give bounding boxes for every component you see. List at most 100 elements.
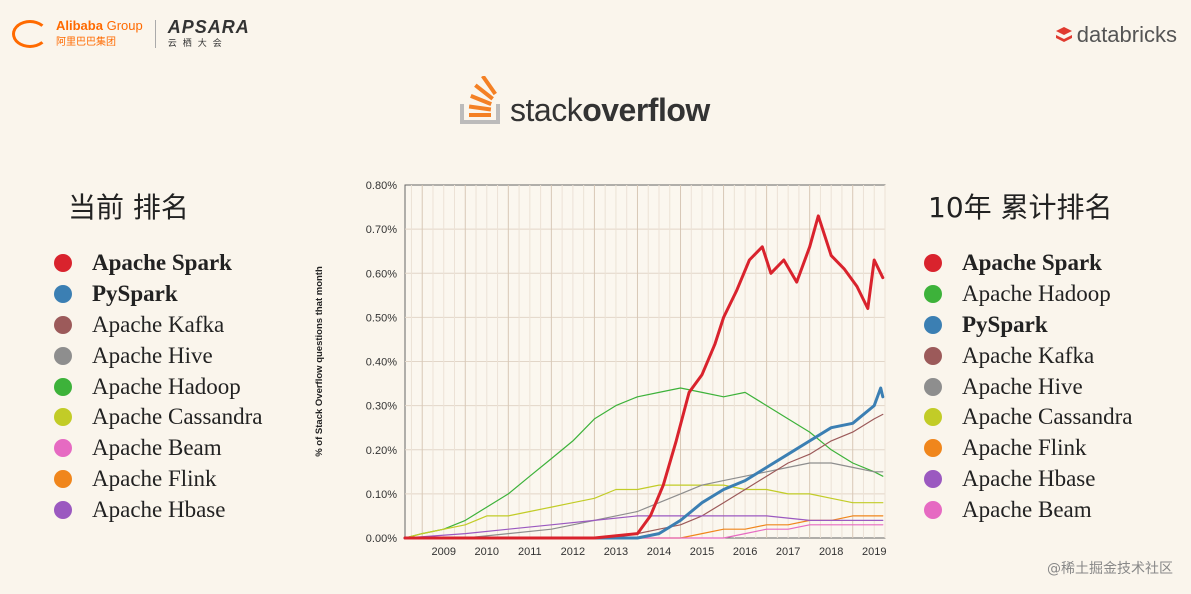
x-tick-label: 2011 [518,546,542,558]
legend-label: Apache Cassandra [962,404,1133,430]
series-line [404,484,884,539]
databricks-logo: databricks [1055,22,1177,48]
y-axis-label: % of Stack Overflow questions that month [314,266,325,457]
legend-dot-icon [54,254,72,273]
legend-item: Apache Kafka [924,340,1133,371]
legend-dot-icon [54,469,72,488]
legend-dot-icon [54,408,72,427]
y-tick-label: 0.00% [366,533,397,545]
legend-item: Apache Cassandra [54,402,263,433]
right-legend: Apache Spark Apache Hadoop PySpark Apach… [924,248,1133,525]
databricks-icon [1055,26,1073,44]
legend-item: Apache Hbase [924,464,1133,495]
y-tick-label: 0.40% [366,357,397,369]
legend-label: Apache Beam [962,496,1092,522]
stackoverflow-icon [460,74,504,129]
legend-item: Apache Hbase [54,494,263,525]
y-tick-label: 0.80% [366,180,397,192]
logo-divider [154,19,156,48]
legend-label: Apache Hbase [92,496,226,522]
legend-item: Apache Cassandra [924,402,1133,433]
legend-item: PySpark [924,310,1133,341]
stack-text: stack [510,92,583,128]
legend-dot-icon [924,469,942,488]
series-line [404,462,884,539]
y-tick-label: 0.70% [366,224,397,236]
legend-dot-icon [924,346,942,365]
legend-dot-icon [924,285,942,304]
legend-dot-icon [54,346,72,365]
legend-dot-icon [54,377,72,396]
x-tick-label: 2017 [776,546,800,558]
x-tick-label: 2015 [690,546,714,558]
x-tick-label: 2013 [604,546,628,558]
series-line [404,387,884,539]
legend-item: Apache Hadoop [54,371,263,402]
x-tick-label: 2009 [432,546,456,558]
legend-label: Apache Kafka [92,311,225,337]
apsara-logo-text: APSARA [167,17,250,37]
legend-dot-icon [924,408,942,427]
y-tick-label: 0.20% [366,445,397,457]
x-tick-label: 2010 [475,546,499,558]
legend-item: Apache Kafka [54,310,263,341]
line-chart: 0.00% 0.10% 0.20% 0.30% 0.40% 0.50% 0.60% 0.70%… [314,180,886,558]
legend-dot-icon [54,285,72,304]
legend-label: Apache Hive [962,373,1083,399]
legend-dot-icon [924,439,942,458]
legend-item: Apache Beam [54,433,263,464]
legend-dot-icon [54,500,72,519]
legend-label: Apache Hadoop [92,373,241,399]
legend-label: Apache Hbase [962,465,1096,491]
overflow-text: overflow [582,92,710,128]
legend-dot-icon [54,315,72,334]
alibaba-icon [12,19,48,48]
legend-label: Apache Hive [92,342,213,368]
y-tick-label: 0.30% [366,401,397,413]
legend-item: PySpark [54,279,263,310]
series-line [404,515,884,539]
apsara-cn-text: 云栖大会 [167,38,228,48]
y-tick-label: 0.60% [366,268,397,280]
y-tick-label: 0.10% [366,489,397,501]
stackoverflow-logo: stackoverflow [460,74,710,129]
legend-label: Apache Flink [962,435,1087,461]
x-tick-label: 2016 [733,546,757,558]
y-tick-label: 0.50% [366,312,397,324]
x-tick-label: 2019 [862,546,886,558]
legend-item: Apache Hive [924,371,1133,402]
legend-dot-icon [54,439,72,458]
right-panel-title: 10年 累计排名 [928,191,1113,224]
legend-label: PySpark [92,281,178,307]
alibaba-name: Alibaba [56,18,103,33]
legend-item: Apache Spark [924,248,1133,279]
legend-label: Apache Flink [92,465,217,491]
series-line [404,524,884,539]
legend-dot-icon [924,254,942,273]
x-tick-label: 2018 [819,546,843,558]
alibaba-logo: Alibaba Group 阿里巴巴集团 APSARA 云栖大会 [12,18,250,49]
legend-dot-icon [924,315,942,334]
alibaba-cn-text: 阿里巴巴集团 [56,37,116,48]
legend-label: PySpark [962,311,1048,337]
watermark-text: @稀土掘金技术社区 [1047,561,1173,577]
legend-label: Apache Spark [92,250,232,276]
left-panel-title: 当前 排名 [68,191,189,224]
legend-item: Apache Hive [54,340,263,371]
legend-item: Apache Beam [924,494,1133,525]
legend-item: Apache Flink [54,464,263,495]
x-tick-label: 2012 [561,546,585,558]
legend-dot-icon [924,500,942,519]
legend-label: Apache Cassandra [92,404,263,430]
alibaba-group-text: Group [106,18,143,33]
legend-label: Apache Hadoop [962,281,1111,307]
left-legend: Apache Spark PySpark Apache Kafka Apache… [54,248,263,525]
legend-item: Apache Flink [924,433,1133,464]
legend-label: Apache Spark [962,250,1102,276]
legend-dot-icon [924,377,942,396]
legend-item: Apache Spark [54,248,263,279]
series-line [403,386,885,540]
series-line [403,214,885,540]
series-line [404,515,884,539]
legend-label: Apache Kafka [962,342,1095,368]
